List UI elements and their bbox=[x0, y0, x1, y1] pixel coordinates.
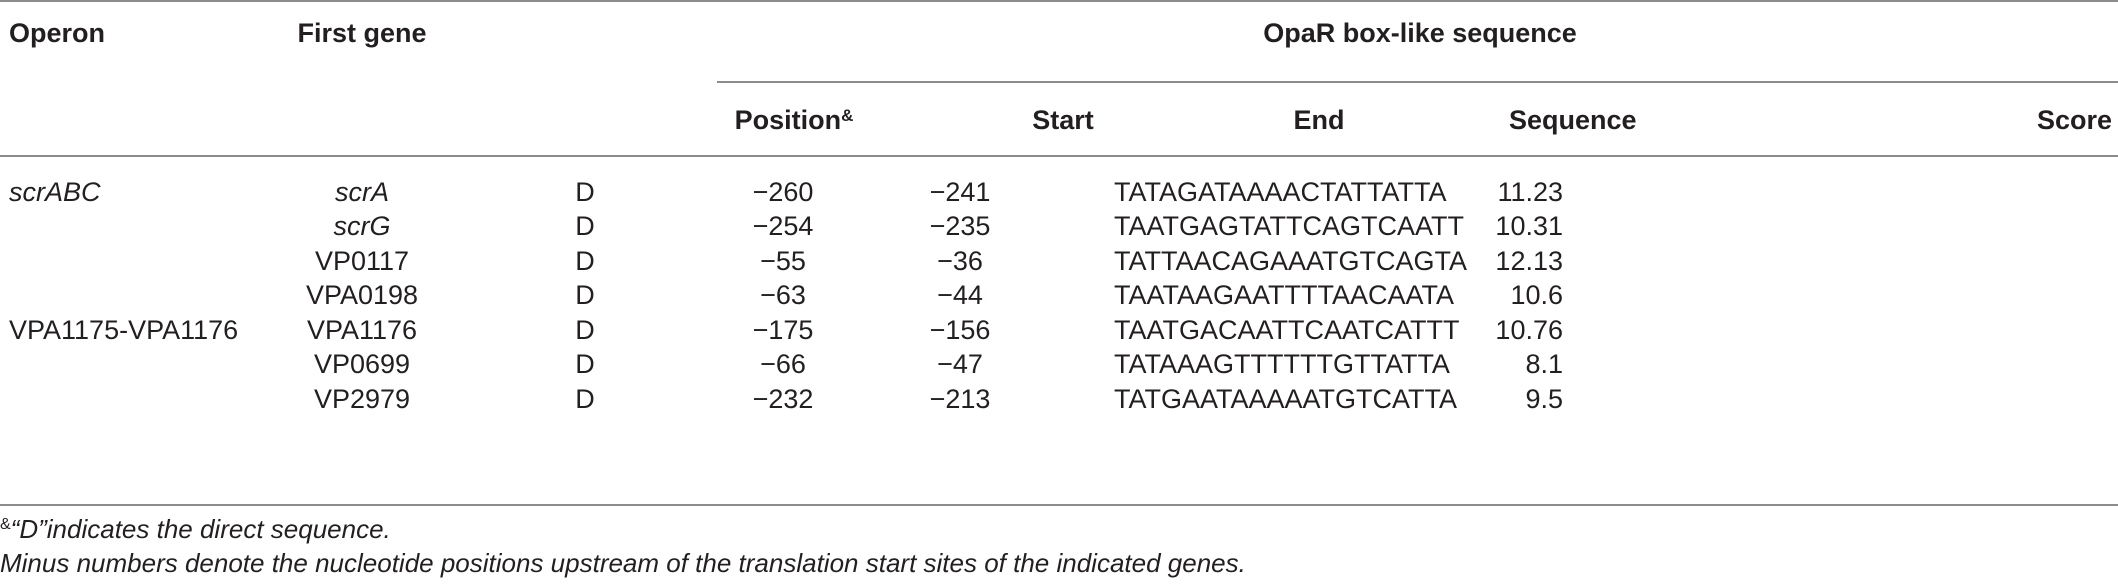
cell-first-gene: VP0117 bbox=[314, 246, 410, 276]
cell-start: −63 bbox=[760, 280, 806, 310]
cell-first-gene: VP0699 bbox=[313, 349, 411, 379]
cell-score: 10.76 bbox=[1495, 315, 1563, 345]
footnote-direct-text: “D”indicates the direct sequence. bbox=[10, 514, 391, 544]
footnote-minus: Minus numbers denote the nucleotide posi… bbox=[0, 548, 1246, 578]
header-operon: Operon bbox=[9, 18, 106, 48]
cell-position: D bbox=[575, 280, 595, 310]
cell-position: D bbox=[575, 246, 595, 276]
cell-end: −44 bbox=[937, 280, 983, 310]
cell-score: 8.1 bbox=[1525, 349, 1563, 379]
header-first-gene: First gene bbox=[297, 18, 427, 48]
cell-start: −254 bbox=[752, 211, 814, 241]
footnote-direct: &“D”indicates the direct sequence. bbox=[0, 513, 391, 545]
cell-sequence: TATAAAGTTTTTTGTTATTA bbox=[1114, 349, 1450, 379]
cell-first-gene: scrA bbox=[335, 177, 389, 207]
cell-start: −66 bbox=[760, 349, 806, 379]
header-end: End bbox=[1293, 105, 1345, 135]
cell-position: D bbox=[575, 177, 595, 207]
cell-score: 9.5 bbox=[1525, 384, 1563, 414]
cell-sequence: TATTAACAGAAATGTCAGTA bbox=[1114, 246, 1468, 276]
table-bottom-rule bbox=[0, 504, 2118, 506]
header-position: Position& bbox=[735, 104, 854, 136]
cell-position: D bbox=[575, 211, 595, 241]
footnote-mark: & bbox=[0, 516, 11, 533]
cell-score: 10.6 bbox=[1510, 280, 1563, 310]
cell-first-gene: VPA1176 bbox=[306, 315, 418, 345]
table-top-rule bbox=[0, 0, 2118, 2]
cell-end: −36 bbox=[937, 246, 983, 276]
cell-score: 11.23 bbox=[1497, 177, 1563, 207]
cell-score: 12.13 bbox=[1495, 246, 1563, 276]
header-score: Score bbox=[2036, 105, 2112, 135]
header-sequence: Sequence bbox=[1509, 105, 1637, 135]
cell-operon: scrABC bbox=[9, 177, 101, 207]
cell-first-gene: scrG bbox=[333, 211, 391, 241]
cell-start: −175 bbox=[752, 315, 814, 345]
header-start: Start bbox=[1032, 105, 1094, 135]
header-bottom-rule bbox=[0, 155, 2118, 157]
cell-first-gene: VP2979 bbox=[313, 384, 411, 414]
header-position-label: Position bbox=[734, 105, 842, 135]
cell-sequence: TAATGACAATTCAATCATTT bbox=[1114, 315, 1460, 345]
cell-end: −156 bbox=[929, 315, 991, 345]
header-position-footnote-mark: & bbox=[841, 106, 854, 125]
cell-end: −235 bbox=[929, 211, 991, 241]
cell-operon: VPA1175-VPA1176 bbox=[9, 315, 239, 345]
cell-end: −241 bbox=[929, 177, 991, 207]
cell-start: −55 bbox=[760, 246, 806, 276]
cell-first-gene: VPA0198 bbox=[305, 280, 419, 310]
cell-position: D bbox=[575, 315, 595, 345]
group-header-rule bbox=[717, 81, 2118, 83]
cell-sequence: TATAGATAAAACTATTATTA bbox=[1114, 177, 1447, 207]
cell-sequence: TAATGAGTATTCAGTCAATT bbox=[1114, 211, 1464, 241]
cell-position: D bbox=[575, 384, 595, 414]
cell-start: −232 bbox=[752, 384, 814, 414]
header-opar-box-group: OpaR box-like sequence bbox=[1263, 18, 1577, 48]
cell-end: −213 bbox=[929, 384, 991, 414]
cell-score: 10.31 bbox=[1495, 211, 1563, 241]
cell-start: −260 bbox=[752, 177, 814, 207]
cell-end: −47 bbox=[937, 349, 983, 379]
cell-sequence: TAATAAGAATTTTAACAATA bbox=[1114, 280, 1455, 310]
cell-position: D bbox=[575, 349, 595, 379]
cell-sequence: TATGAATAAAAATGTCATTA bbox=[1114, 384, 1458, 414]
